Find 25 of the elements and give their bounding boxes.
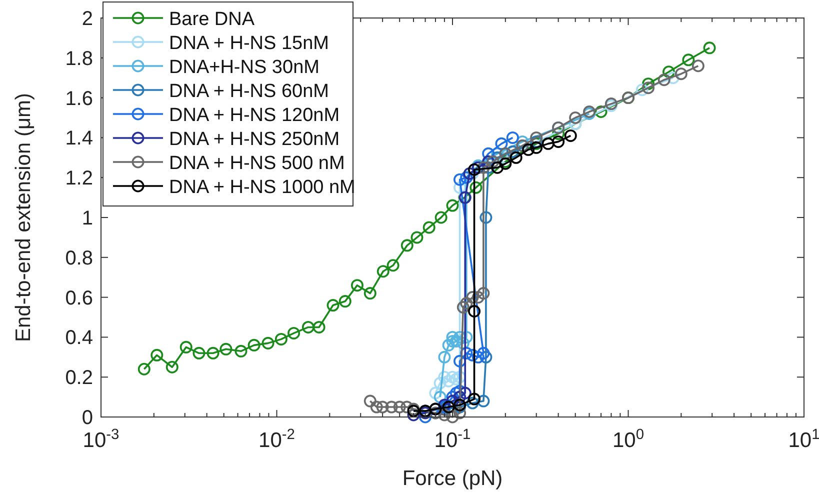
x-tick-label: 10$^{1}$	[788, 427, 819, 452]
legend-label: DNA + H-NS 15nM	[169, 33, 329, 54]
y-tick-label: 1.2	[65, 168, 93, 190]
x-axis-title: Force (pN)	[402, 467, 503, 490]
y-tick-label: 0.4	[65, 327, 93, 350]
y-tick-label: 2	[82, 8, 93, 30]
y-tick-label: 0.6	[65, 287, 93, 310]
legend-label: DNA + H-NS 60nM	[169, 81, 329, 102]
legend-label: DNA + H-NS 120nM	[169, 105, 340, 126]
y-tick-label: 0.2	[65, 367, 93, 390]
legend-label: Bare DNA	[169, 9, 255, 30]
y-tick-label: 1.4	[65, 128, 93, 150]
y-tick-label: 1.6	[65, 88, 93, 110]
legend-label: DNA + H-NS 500 nM	[169, 153, 345, 174]
y-tick-label: 0	[82, 407, 93, 429]
x-tick-label: 10$^{-3}$	[82, 427, 120, 452]
y-tick-label: 0.8	[65, 247, 93, 270]
y-axis-title: End-to-end extension (μm)	[12, 92, 35, 342]
x-tick-label: 10$^{-1}$	[434, 427, 471, 452]
legend-label: DNA + H-NS 250nM	[169, 129, 340, 150]
y-tick-label: 1.8	[65, 48, 93, 70]
y-tick-label: 1	[82, 208, 93, 230]
legend-label: DNA+H-NS 30nM	[169, 57, 320, 78]
x-tick-label: 10$^{-2}$	[258, 427, 295, 452]
x-tick-label: 10$^{0}$	[612, 427, 644, 452]
